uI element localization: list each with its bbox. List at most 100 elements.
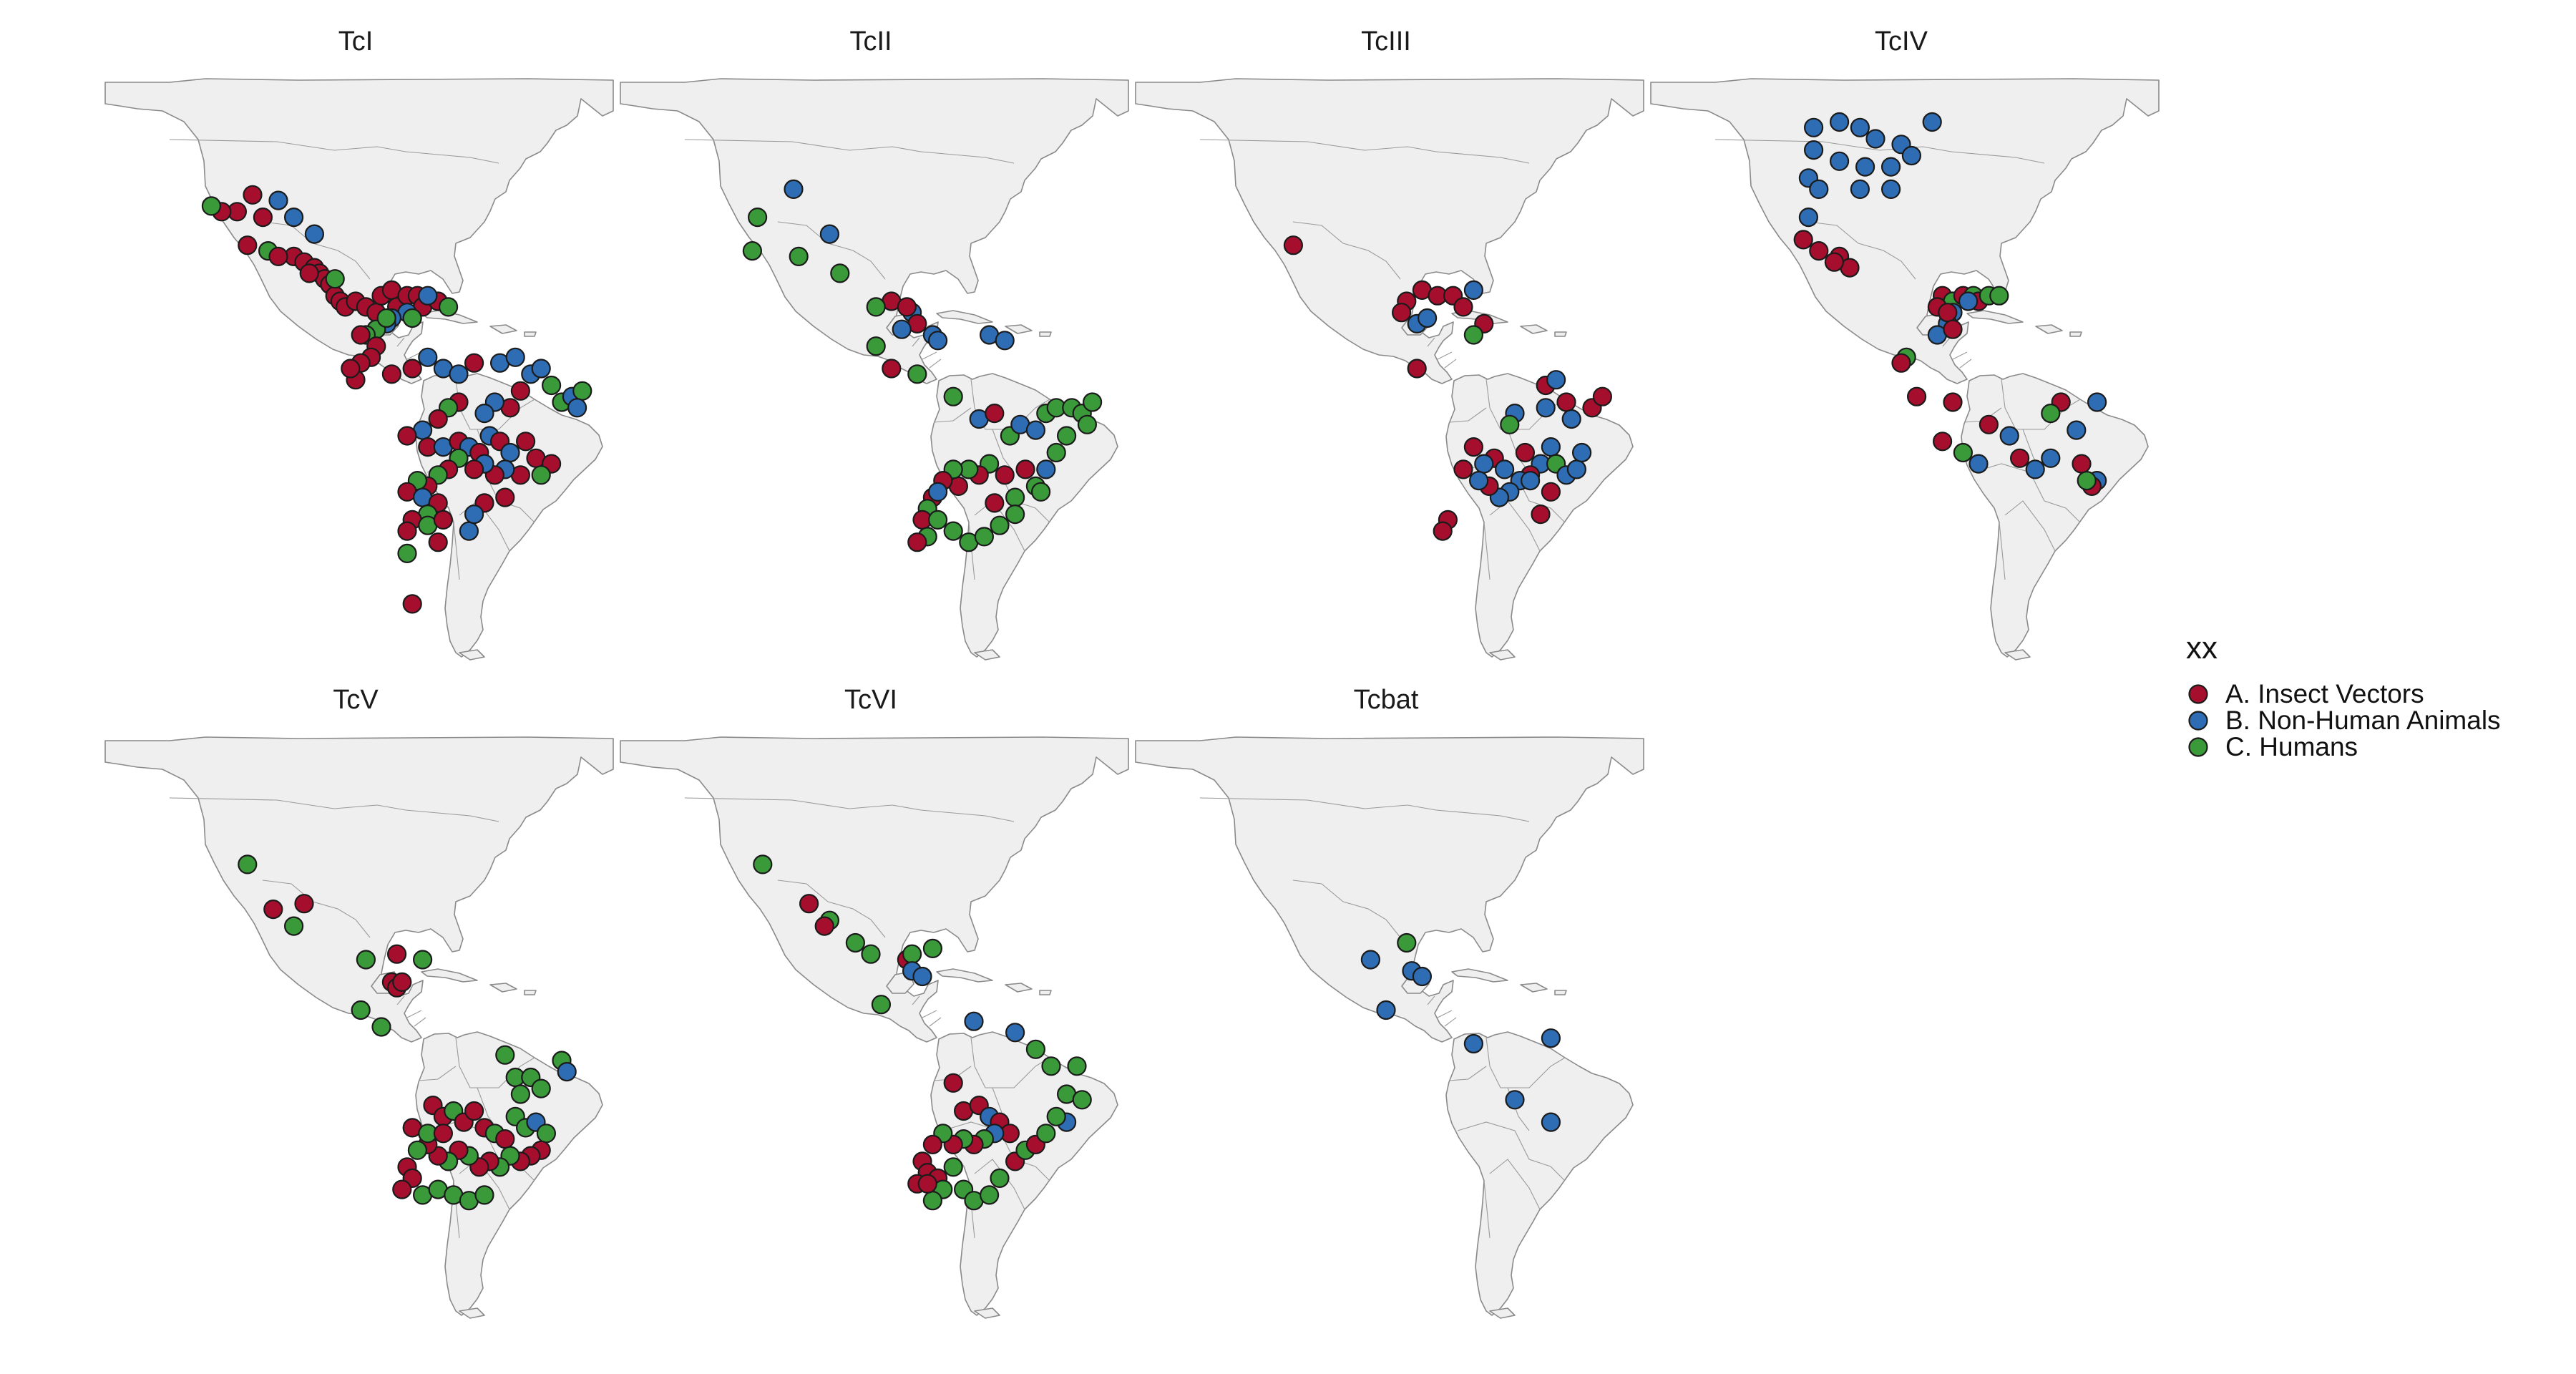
sample-point [1556,392,1576,412]
sample-point [799,894,819,914]
sample-point [866,336,886,356]
panels-layer: TcI TcII TcIII TcIV TcV TcVI Tcbat [104,26,2160,1319]
sample-point [964,1011,984,1031]
sample-point [371,1017,391,1037]
sample-point [995,465,1015,485]
sample-point [897,297,917,317]
sample-point [2041,404,2061,424]
sample-point [1907,386,1927,406]
sample-point [541,375,562,396]
sample-point [1463,325,1483,345]
sample-point [1592,386,1613,406]
sample-point [1474,454,1494,474]
sample-point [1376,1000,1396,1020]
sample-point [1005,504,1025,525]
sample-point [325,269,345,289]
sample-point [912,966,932,987]
sample-point [1938,303,1958,323]
sample-point [407,1140,427,1160]
sample-point [1943,319,1963,339]
sample-point [1463,280,1483,300]
sample-point [1881,179,1901,199]
sample-point [376,308,396,328]
sample-point [1005,1023,1025,1043]
sample-point [1536,398,1556,418]
sample-point [1804,117,1824,137]
sample-point [402,308,422,328]
sample-point [449,364,469,384]
sample-point [1571,442,1592,463]
sample-point [1046,1106,1066,1126]
sample-point [1407,359,1427,379]
sample-point [1809,241,1829,261]
sample-point [907,364,927,384]
sample-point [1933,432,1953,452]
panel-title: TcVI [844,685,897,715]
sample-point [1830,112,1850,132]
sample-point [1412,966,1432,987]
sample-point [2009,448,2030,468]
sample-point [902,944,922,964]
sample-point [299,263,319,283]
sample-point [1546,370,1566,390]
sample-point [871,995,891,1015]
sample-point [2077,470,2097,491]
sample-point [985,493,1005,513]
sample-point [1041,1056,1061,1076]
sample-point [1025,420,1046,440]
sample-point [1520,470,1541,491]
sample-point [495,1045,515,1065]
sample-point [515,432,536,452]
sample-point [1891,353,1911,373]
legend-label: A. Insect Vectors [2225,679,2424,708]
sample-point [464,353,484,373]
sample-point [1015,459,1035,479]
panel-tcv: TcV [104,685,614,1319]
sample-point [922,1191,942,1211]
sample-point [1463,437,1483,457]
sample-point [1989,286,2009,306]
sample-point [943,521,963,541]
sample-point [1850,117,1870,137]
legend-swatch [2188,684,2208,704]
sample-point [742,241,762,261]
sample-point [397,543,417,564]
sample-point [294,894,314,914]
sample-point [1541,482,1561,502]
sample-point [917,1174,937,1194]
sample-point [748,208,768,228]
legend-swatch [2188,711,2208,731]
sample-point [830,263,850,283]
sample-point [1793,230,1813,250]
sample-point [464,459,484,479]
sample-point [753,854,773,874]
sample-point [1541,437,1561,457]
legend-item: C. Humans [2188,732,2358,761]
legend-item: B. Non-Human Animals [2188,706,2501,735]
sample-point [789,246,809,266]
sample-point [1850,179,1870,199]
sample-point [284,208,304,228]
legend-title: xx [2186,630,2218,666]
sample-point [284,916,304,936]
sample-point [510,381,531,401]
sample-point [1798,208,1818,228]
sample-point [397,426,417,446]
sample-point [500,442,520,463]
sample-point [943,386,963,406]
sample-point [2072,454,2092,474]
sample-point [1999,426,2019,446]
sample-point [1500,414,1520,434]
basemap [1135,78,1644,661]
sample-point [238,854,258,874]
sample-point [381,364,401,384]
sample-point [1830,151,1850,171]
sample-point [1953,442,1973,463]
sample-point [459,521,479,541]
sample-point [243,185,263,205]
sample-point [1082,392,1103,412]
sample-point [1943,392,1963,412]
sample-point [531,1078,551,1098]
sample-point [557,1062,577,1082]
